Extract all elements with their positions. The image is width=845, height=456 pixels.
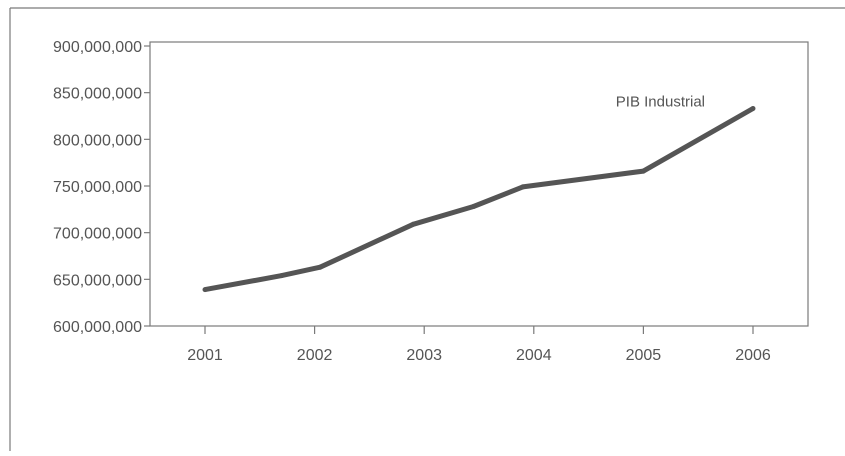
y-tick-label: 800,000,000 (53, 132, 142, 149)
y-axis: 600,000,000 650,000,000 700,000,000 750,000… (53, 39, 150, 336)
x-tick-label: 2001 (187, 347, 223, 364)
y-tick-label: 700,000,000 (53, 226, 142, 243)
x-tick-label: 2005 (626, 347, 662, 364)
data-point (317, 264, 323, 270)
series-layer: PIB Industrial (202, 94, 756, 293)
x-tick-label: 2004 (516, 347, 552, 364)
x-tick-label: 2006 (735, 347, 771, 364)
y-tick-label: 850,000,000 (53, 86, 142, 103)
data-point (750, 106, 756, 112)
series-label: PIB Industrial (616, 94, 705, 111)
data-point (279, 273, 285, 279)
data-point (471, 204, 477, 210)
data-point (202, 287, 208, 293)
y-tick-label: 650,000,000 (53, 272, 142, 289)
x-tick-label: 2003 (406, 347, 442, 364)
y-tick-label: 600,000,000 (53, 319, 142, 336)
x-tick-label: 2002 (297, 347, 333, 364)
y-tick-label: 900,000,000 (53, 39, 142, 56)
series-line-pib-industrial (204, 106, 755, 293)
y-tick-label: 750,000,000 (53, 179, 142, 196)
data-point (520, 184, 526, 190)
data-point (640, 168, 646, 174)
data-point (410, 221, 416, 227)
plot-area (149, 41, 809, 327)
x-axis: 2001 2002 2003 2004 2005 2006 (187, 326, 771, 364)
